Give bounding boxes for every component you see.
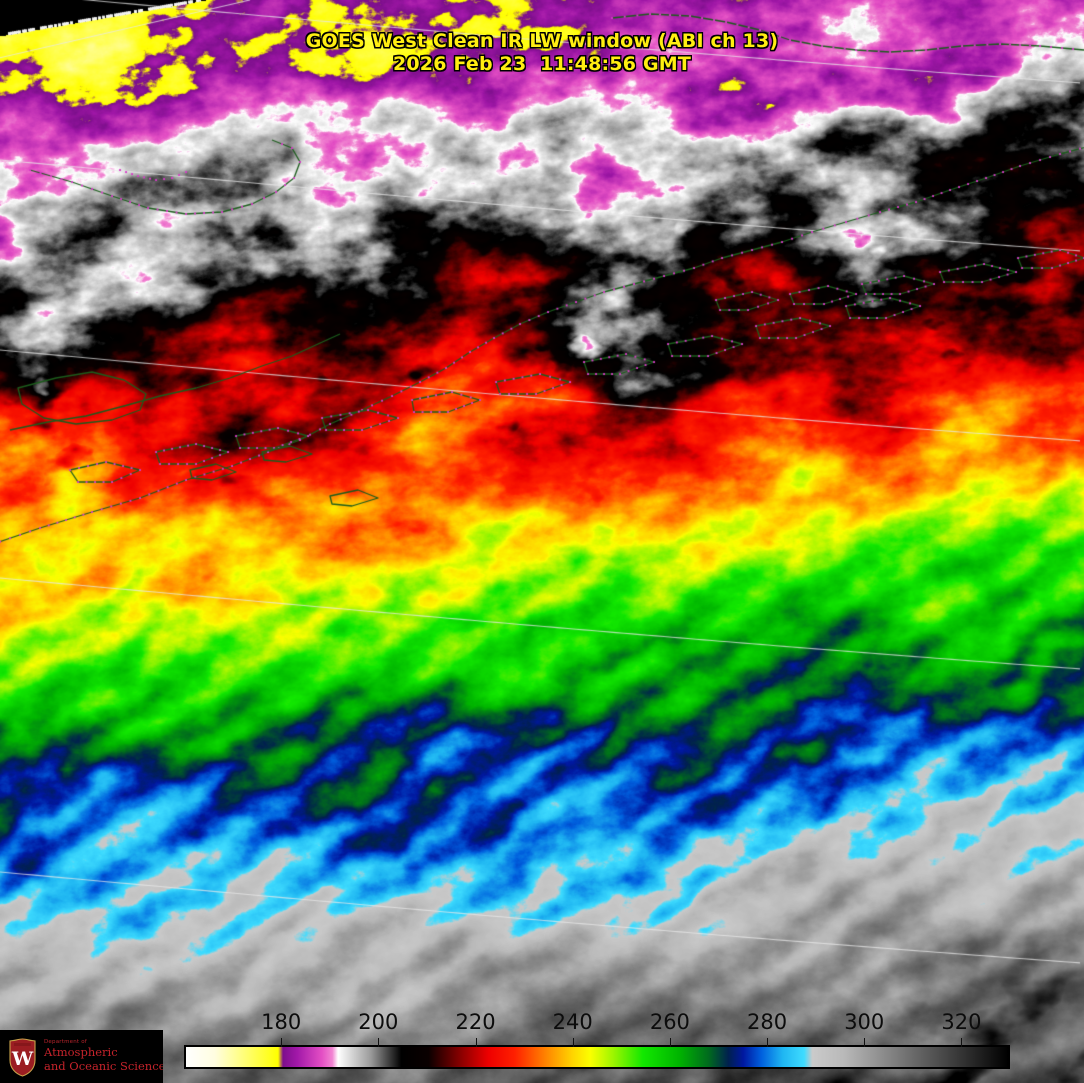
- brightness-temperature-colorbar[interactable]: [184, 1045, 1010, 1069]
- uw-aos-logo-plaque: W Department of Atmospheric and Oceanic …: [0, 1030, 163, 1083]
- uw-crest-icon: W: [9, 1038, 36, 1077]
- svg-text:W: W: [11, 1048, 34, 1070]
- uw-aos-logo-text: Department of Atmospheric and Oceanic Sc…: [44, 1039, 163, 1073]
- logo-line-1: Atmospheric: [44, 1045, 118, 1059]
- logo-line-2: and Oceanic Sciences: [44, 1058, 163, 1073]
- colorbar-gradient-swatch: [186, 1047, 1008, 1067]
- logo-department-label: Department of: [44, 1039, 87, 1045]
